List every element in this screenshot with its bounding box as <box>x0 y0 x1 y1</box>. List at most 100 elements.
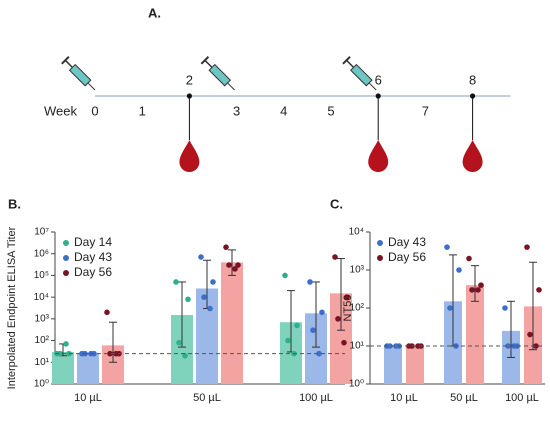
data-point <box>447 305 453 311</box>
legend-marker <box>63 255 69 261</box>
y-axis-label: NT50 <box>342 295 354 322</box>
legend-marker <box>63 270 69 276</box>
bar <box>171 315 193 384</box>
needle <box>368 82 377 91</box>
legend-label: Day 43 <box>74 250 112 264</box>
data-point <box>294 322 300 329</box>
data-point <box>527 331 533 338</box>
y-tick-label: 10¹ <box>35 357 50 368</box>
week-label: 4 <box>280 103 287 118</box>
x-tick-label: 10 µL <box>390 392 418 404</box>
y-tick-label: 10¹ <box>350 341 365 352</box>
bar <box>406 346 424 384</box>
data-point <box>57 350 63 357</box>
data-point <box>173 279 179 285</box>
data-point <box>456 267 462 273</box>
data-point <box>478 282 484 288</box>
data-point <box>185 296 191 303</box>
bar <box>280 322 302 384</box>
bar <box>77 353 99 384</box>
legend-label: Day 56 <box>74 265 112 279</box>
y-tick-label: 10⁴ <box>34 292 49 303</box>
data-point <box>387 343 393 349</box>
week-label: 5 <box>327 103 334 118</box>
data-point <box>332 254 338 260</box>
data-point <box>176 339 182 346</box>
data-point <box>335 316 341 322</box>
data-point <box>393 343 399 349</box>
barrel <box>208 63 232 87</box>
thumb <box>61 56 70 65</box>
plunger <box>204 59 213 68</box>
week-label: 7 <box>422 103 429 118</box>
y-tick-label: 10⁵ <box>34 270 49 281</box>
data-point <box>235 262 241 268</box>
data-point <box>226 262 232 268</box>
data-point <box>282 272 288 279</box>
panel-label: C. <box>330 196 343 211</box>
week-label: 6 <box>375 72 382 87</box>
syringe <box>200 56 235 91</box>
panel-label: A. <box>148 5 161 20</box>
y-axis-label: Interpolated Endpoint ELISA Titer <box>6 226 18 389</box>
y-tick-label: 10⁰ <box>34 379 49 390</box>
data-point <box>344 294 350 300</box>
data-point <box>524 244 530 250</box>
data-point <box>533 343 539 349</box>
data-point <box>232 266 238 272</box>
data-point <box>444 244 450 250</box>
x-tick-label: 50 µL <box>193 392 221 404</box>
legend-marker <box>377 240 383 246</box>
bar <box>221 262 243 384</box>
y-tick-label: 10⁴ <box>349 227 364 238</box>
week-label: 0 <box>91 103 98 118</box>
legend-marker <box>377 255 383 261</box>
bar <box>196 288 218 384</box>
y-tick-label: 10² <box>35 335 50 346</box>
data-point <box>319 309 325 316</box>
data-point <box>415 343 421 349</box>
syringe <box>342 56 377 91</box>
bar <box>384 346 402 384</box>
legend-marker <box>63 240 69 246</box>
syringe <box>61 56 96 91</box>
week-label: 3 <box>233 103 240 118</box>
legend-label: Day 43 <box>388 235 426 249</box>
week-label: 8 <box>469 72 476 87</box>
barrel <box>350 63 373 87</box>
data-point <box>107 350 113 357</box>
thumb <box>342 56 351 65</box>
week-label: 1 <box>139 103 146 118</box>
data-point <box>210 279 216 285</box>
needle <box>227 82 235 91</box>
data-point <box>310 327 316 334</box>
data-point <box>182 352 188 359</box>
data-point <box>104 309 110 316</box>
data-point <box>307 279 313 285</box>
barrel <box>68 63 92 87</box>
data-point <box>536 287 542 293</box>
data-point <box>63 341 69 347</box>
blood-drop <box>179 140 200 172</box>
y-tick-label: 10⁷ <box>34 227 49 238</box>
bar <box>330 293 352 384</box>
thumb <box>200 56 210 65</box>
data-point <box>466 255 472 262</box>
data-point <box>505 343 511 349</box>
bar <box>466 285 484 384</box>
y-tick-label: 10⁶ <box>34 248 49 259</box>
data-point <box>207 305 213 312</box>
data-point <box>113 350 119 357</box>
y-tick-label: 10⁰ <box>349 379 364 390</box>
panel-label: B. <box>8 196 21 211</box>
legend-label: Day 14 <box>74 235 112 249</box>
timeline-label: Week <box>44 103 77 118</box>
data-point <box>475 287 481 293</box>
data-point <box>201 294 207 300</box>
y-tick-label: 10² <box>350 303 365 314</box>
data-point <box>469 287 475 293</box>
data-point <box>285 337 291 344</box>
data-point <box>502 305 508 311</box>
x-tick-label: 100 µL <box>505 392 539 404</box>
